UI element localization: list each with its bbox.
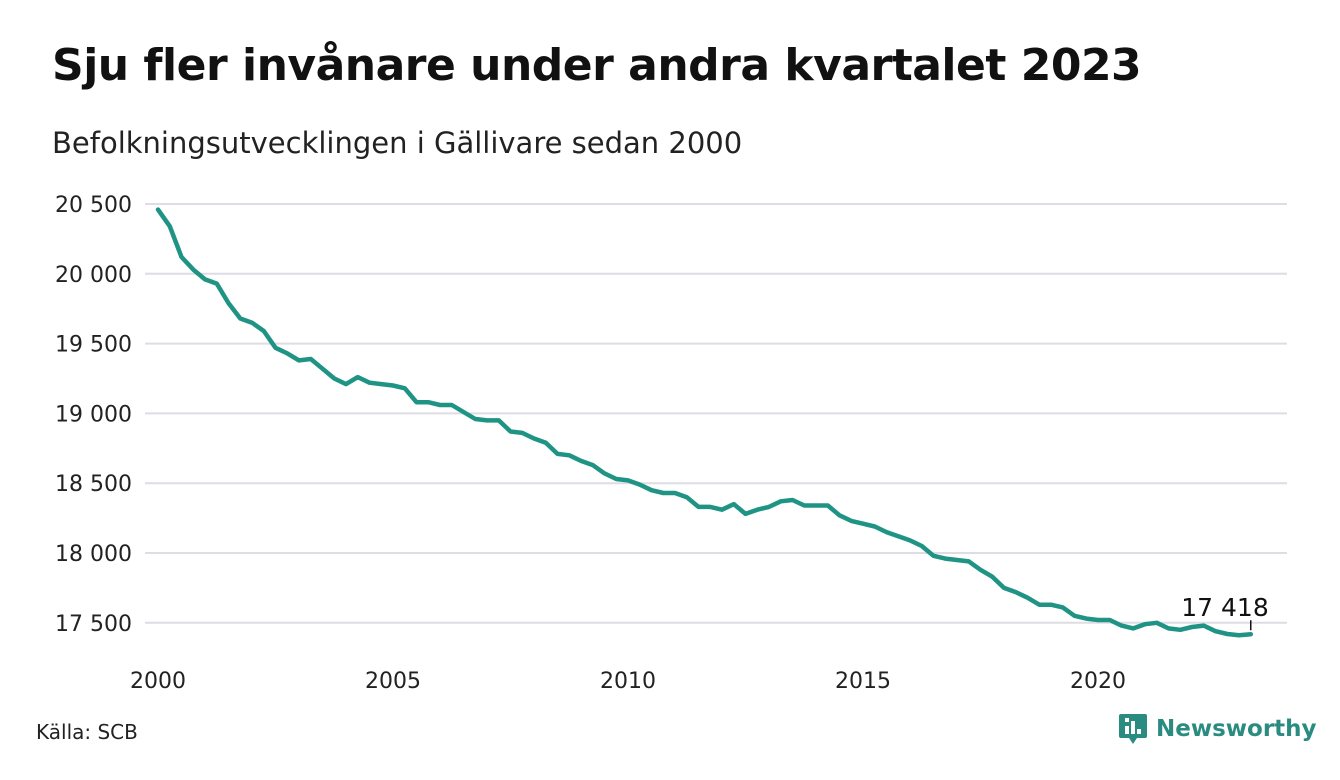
brand-logo[interactable]: Newsworthy [1118, 712, 1317, 746]
end-value-label: 17 418 [1181, 593, 1268, 622]
line-chart: 20 500 20 000 19 500 19 000 18 500 18 000 17 5… [55, 193, 1287, 694]
y-tick-label: 18 000 [55, 542, 132, 567]
y-tick-label: 19 000 [55, 402, 132, 427]
chart-subtitle: Befolkningsutvecklingen i Gällivare seda… [52, 126, 743, 160]
x-tick-label: 2000 [130, 669, 186, 694]
source-note: Källa: SCB [36, 720, 138, 744]
x-tick-label: 2015 [835, 669, 891, 694]
grid-lines [145, 203, 1287, 624]
x-tick-label: 2005 [365, 669, 421, 694]
newsworthy-logo-icon [1119, 714, 1147, 744]
x-axis-ticks: 2000 2005 2010 2015 2020 [130, 669, 1126, 694]
page-title: Sju fler invånare under andra kvartalet … [52, 40, 1142, 91]
y-axis-ticks: 20 500 20 000 19 500 19 000 18 500 18 000 17 5… [55, 193, 132, 637]
brand-name: Newsworthy [1156, 716, 1317, 742]
y-tick-label: 17 500 [55, 612, 132, 637]
end-label-layer: 17 418 [1181, 593, 1269, 631]
y-tick-label: 19 500 [55, 333, 132, 358]
y-tick-label: 20 500 [55, 193, 132, 218]
y-tick-label: 20 000 [55, 263, 132, 288]
series-line [155, 207, 1254, 638]
y-tick-label: 18 500 [55, 472, 132, 497]
series-layer [155, 207, 1254, 638]
x-tick-label: 2010 [600, 669, 656, 694]
x-tick-label: 2020 [1070, 669, 1126, 694]
